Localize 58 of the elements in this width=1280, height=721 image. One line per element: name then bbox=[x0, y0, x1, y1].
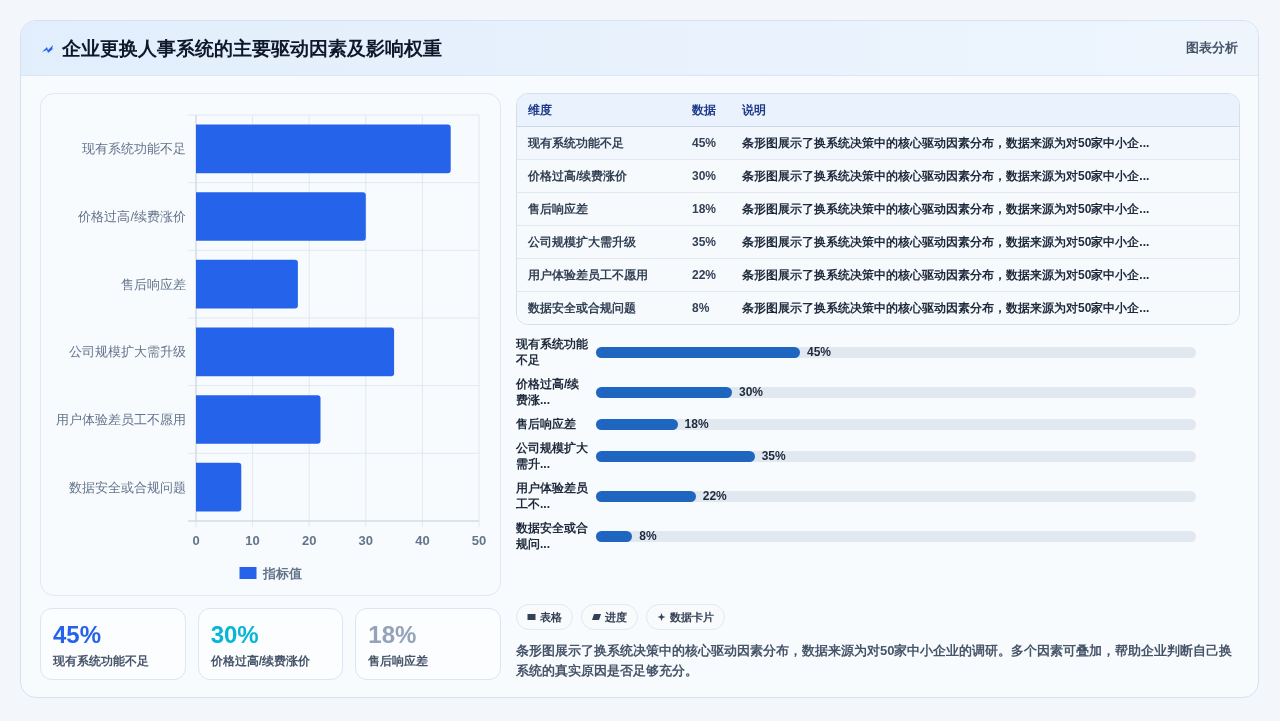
text: 条形图展示了换系统决策中的核心驱动因素分布，数据来源为对50家中小企... bbox=[742, 201, 1150, 217]
y-tick-label: 用户体验差员工不愿用 bbox=[56, 412, 186, 427]
category-label: 售后响应差 bbox=[368, 653, 429, 669]
text: 30% bbox=[692, 169, 717, 183]
y-tick-label: 价格过高/续费涨... bbox=[516, 376, 581, 408]
text: 数据卡片 bbox=[670, 609, 714, 625]
y-tick-label: 现有系统功能不足 bbox=[516, 336, 589, 368]
category-label: 现有系统功能不足 bbox=[53, 653, 149, 669]
text: 条形图展示了换系统决策中的核心驱动因素分布，数据来源为对50家中小企... bbox=[742, 168, 1150, 184]
x-tick-label: 10 bbox=[245, 533, 260, 548]
y-tick-label: 数据安全或合规问... bbox=[516, 520, 589, 552]
legend: 指标值 bbox=[239, 565, 302, 581]
text: 进度 bbox=[605, 609, 627, 625]
data-label: 22% bbox=[702, 487, 727, 504]
text: 8% bbox=[692, 301, 710, 315]
category-label: 价格过高/续费涨价 bbox=[528, 168, 628, 184]
category-label: 价格过高/续费涨价 bbox=[210, 653, 310, 669]
text: 图表分析 bbox=[1186, 39, 1238, 57]
text: 条形图展示了换系统决策中的核心驱动因素分布，数据来源为对50家中小企... bbox=[742, 135, 1150, 151]
text: 条形图展示了换系统决策中的核心驱动因素分布，数据来源为对50家中小企... bbox=[742, 300, 1150, 316]
text: 说明 bbox=[742, 102, 766, 118]
text: 条形图展示了换系统决策中的核心驱动因素分布，数据来源为对50家中小企... bbox=[742, 267, 1150, 283]
x-tick-label: 20 bbox=[301, 533, 317, 548]
x-tick-label: 40 bbox=[415, 533, 430, 548]
y-tick-label: 数据安全或合规问题 bbox=[69, 479, 186, 495]
data-label: 35% bbox=[761, 447, 786, 464]
y-tick-label: 公司规模扩大需升... bbox=[516, 440, 589, 472]
text: 18% bbox=[368, 621, 417, 648]
text: 数据 bbox=[692, 102, 716, 118]
y-tick-label: 用户体验差员工不... bbox=[516, 480, 589, 512]
x-tick-label: 50 bbox=[471, 533, 487, 548]
y-tick-label: 价格过高/续费涨价 bbox=[77, 209, 186, 224]
text: 条形图展示了换系统决策中的核心驱动因素分布，数据来源为对50家中小企... bbox=[742, 234, 1150, 250]
text: 18% bbox=[692, 202, 717, 216]
text: 22% bbox=[692, 268, 717, 282]
data-label: 8% bbox=[639, 527, 657, 544]
category-label: 数据安全或合规问题 bbox=[528, 300, 636, 316]
category-label: 用户体验差员工不愿用 bbox=[528, 267, 648, 283]
data-label: 18% bbox=[684, 415, 709, 432]
text: 企业更换人事系统的主要驱动因素及影响权重 bbox=[62, 37, 442, 61]
y-tick-label: 公司规模扩大需升级 bbox=[69, 344, 186, 360]
x-tick-label: 0 bbox=[192, 533, 200, 548]
x-tick-label: 30 bbox=[358, 533, 374, 548]
text: 45% bbox=[53, 621, 102, 648]
data-label: 45% bbox=[807, 343, 832, 360]
text: 30% bbox=[210, 621, 259, 648]
text: 表格 bbox=[540, 609, 562, 625]
y-tick-label: 售后响应差 bbox=[121, 276, 186, 292]
y-tick-label: 现有系统功能不足 bbox=[82, 141, 186, 157]
data-label: 30% bbox=[739, 383, 764, 400]
text: 45% bbox=[692, 136, 717, 150]
text: 条形图展示了换系统决策中的核心驱动因素分布，数据来源为对50家中小企业的调研。多个因素可叠加，帮助企业判断自己换系统的真实原因是否足够充分。 bbox=[516, 642, 1234, 680]
category-label: 现有系统功能不足 bbox=[528, 135, 624, 151]
y-tick-label: 售后响应差 bbox=[516, 416, 577, 432]
text: 35% bbox=[692, 235, 717, 249]
text: 维度 bbox=[528, 102, 552, 118]
category-label: 公司规模扩大需升级 bbox=[528, 234, 636, 250]
legend-label: 指标值 bbox=[261, 565, 302, 581]
